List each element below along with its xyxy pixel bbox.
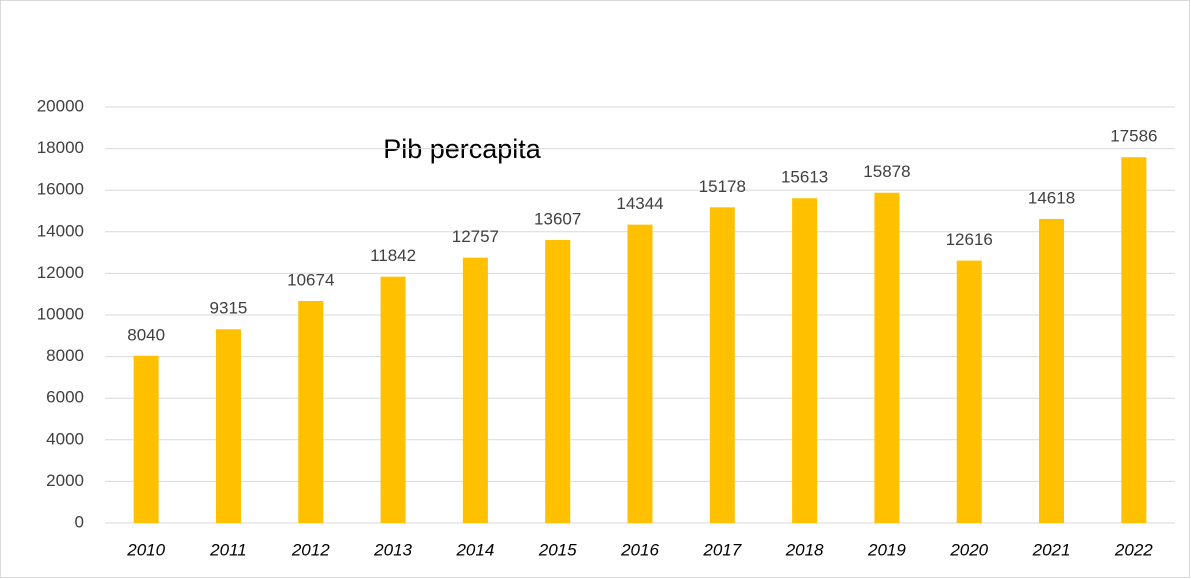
x-tick-label: 2017 [702, 540, 741, 559]
x-tick-label: 2013 [373, 540, 412, 559]
bar [874, 192, 900, 523]
data-label: 11842 [370, 246, 416, 265]
data-label: 15613 [781, 168, 828, 187]
y-tick-label: 8000 [46, 346, 84, 365]
y-tick-label: 6000 [46, 388, 84, 407]
bar [462, 257, 488, 523]
x-tick-label: 2012 [291, 540, 330, 559]
bar [215, 329, 241, 523]
data-label: 13607 [534, 209, 581, 228]
bar [627, 224, 653, 523]
bar [545, 239, 571, 523]
x-tick-label: 2014 [455, 540, 494, 559]
x-tick-label: 2020 [949, 540, 988, 559]
bar [380, 276, 406, 523]
data-label: 9315 [210, 299, 248, 318]
x-tick-label: 2019 [867, 540, 906, 559]
x-tick-label: 2015 [538, 540, 577, 559]
bar [1121, 157, 1147, 524]
bar [133, 355, 159, 523]
y-tick-label: 18000 [37, 138, 84, 157]
bar [1039, 218, 1065, 523]
data-label: 14618 [1028, 188, 1075, 207]
y-tick-label: 4000 [46, 429, 84, 448]
bar [709, 207, 735, 523]
data-label: 17586 [1110, 127, 1157, 146]
x-tick-label: 2016 [620, 540, 659, 559]
y-tick-label: 0 [75, 512, 84, 531]
x-tick-label: 2011 [209, 540, 247, 559]
y-tick-label: 20000 [37, 96, 84, 115]
chart-title: Pib percapita [383, 134, 542, 164]
x-tick-label: 2010 [126, 540, 165, 559]
y-tick-label: 10000 [37, 304, 84, 323]
data-label: 8040 [127, 325, 165, 344]
bar [298, 300, 324, 523]
bar [792, 198, 818, 523]
y-tick-label: 12000 [37, 263, 84, 282]
data-label: 14344 [616, 194, 663, 213]
x-tick-label: 2022 [1114, 540, 1153, 559]
y-tick-label: 2000 [46, 471, 84, 490]
x-tick-label: 2021 [1032, 540, 1071, 559]
x-tick-label: 2018 [785, 540, 824, 559]
data-label: 10674 [287, 270, 334, 289]
data-label: 15878 [863, 162, 910, 181]
data-label: 15178 [699, 177, 746, 196]
data-label: 12757 [452, 227, 499, 246]
y-tick-label: 14000 [37, 221, 84, 240]
y-tick-label: 16000 [37, 180, 84, 199]
data-label: 12616 [946, 230, 993, 249]
bar [956, 260, 982, 523]
